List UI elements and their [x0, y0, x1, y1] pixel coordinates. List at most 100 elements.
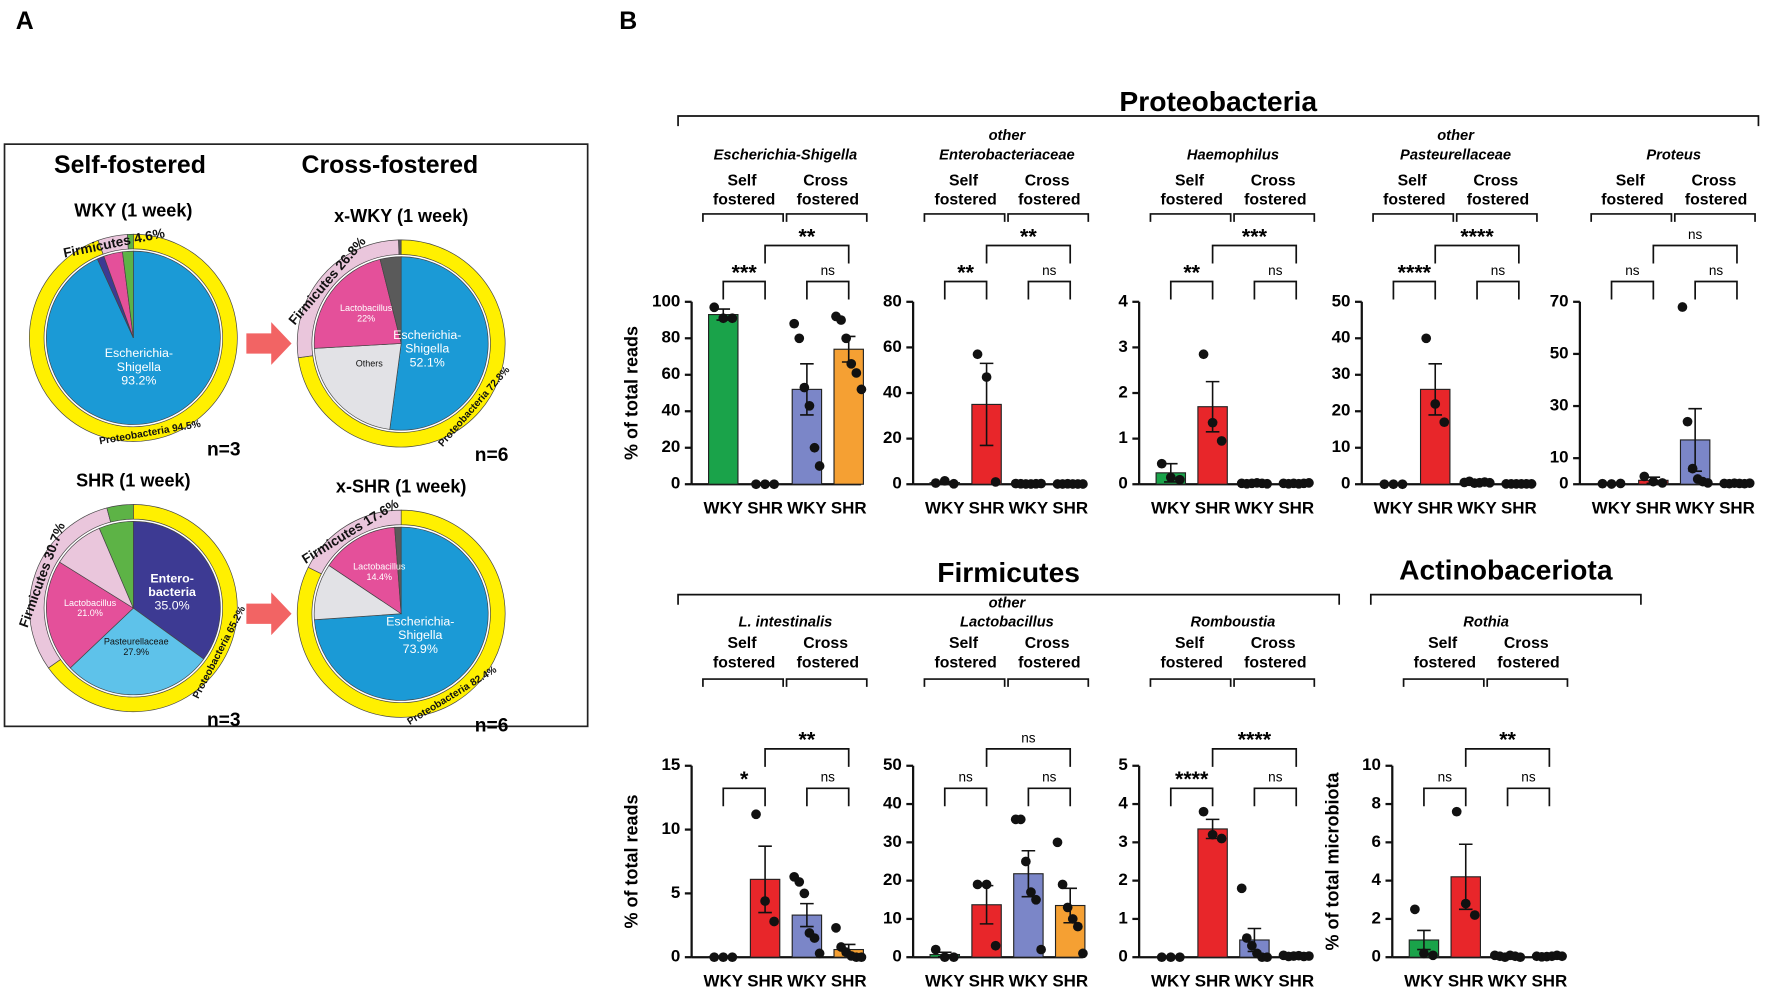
significance-label: **: [799, 224, 816, 248]
data-point: [1062, 902, 1073, 913]
data-point: [1156, 458, 1167, 469]
data-point: [809, 933, 820, 943]
x-tick-label: SHR: [1278, 498, 1314, 517]
significance-label: ns: [959, 770, 974, 785]
panel-a-frame: [3, 143, 589, 728]
group-bracket: [702, 678, 785, 687]
data-point: [814, 948, 825, 959]
data-point: [709, 302, 720, 313]
data-point: [1262, 952, 1272, 963]
pie-note: n=6: [475, 445, 509, 466]
slice-value: 73.9%: [403, 642, 438, 656]
data-point: [751, 809, 761, 820]
ring-segment: [398, 239, 402, 255]
slice-label: Lactobacillus: [340, 303, 393, 313]
y-tick-label: 3: [1118, 832, 1127, 851]
x-tick-label: SHR: [969, 971, 1005, 990]
group-label: Self fostered: [1414, 635, 1476, 671]
chart-title: Enterobacteriaceae: [939, 147, 1074, 163]
y-tick-label: 15: [661, 755, 680, 774]
y-tick-label: 10: [661, 819, 680, 838]
data-point: [1198, 349, 1209, 360]
group-bracket: [1149, 213, 1232, 222]
data-point: [1262, 478, 1272, 489]
data-point: [1057, 879, 1068, 890]
significance-label: ns: [1521, 770, 1536, 785]
x-tick-label: SHR: [1719, 498, 1755, 517]
y-tick-label: 4: [1372, 870, 1382, 889]
y-tick-label: 20: [883, 428, 902, 447]
chart-title: other: [989, 128, 1027, 144]
data-point: [1036, 944, 1046, 955]
ring-segment: [48, 504, 238, 713]
arrow: [246, 322, 292, 365]
significance-bracket: [1434, 244, 1520, 264]
data-point: [841, 333, 852, 344]
significance-bracket: [1253, 280, 1298, 300]
x-tick-label: WKY: [1235, 971, 1275, 990]
data-point: [1682, 416, 1693, 427]
significance-label: ns: [1688, 227, 1703, 242]
data-point: [831, 923, 841, 933]
x-tick-label: WKY: [1151, 498, 1191, 517]
data-point: [1515, 952, 1526, 963]
x-tick-label: WKY: [1374, 498, 1414, 517]
data-point: [1677, 302, 1688, 312]
significance-bracket: [722, 787, 766, 807]
y-tick-label: 60: [661, 364, 680, 383]
significance-bracket: [1253, 787, 1298, 807]
group-bracket: [1007, 213, 1090, 222]
significance-label: ns: [1021, 730, 1036, 745]
significance-bracket: [1027, 787, 1072, 807]
chart-title: Pasteurellaceae: [1400, 147, 1511, 163]
data-point: [990, 940, 1001, 951]
group-label: Self fostered: [713, 172, 775, 208]
data-point: [1703, 478, 1713, 488]
group-label: Cross fostered: [1244, 635, 1306, 671]
ring-segment: [297, 239, 506, 448]
data-point: [794, 333, 805, 344]
significance-label: ns: [1042, 770, 1057, 785]
y-tick-label: 0: [671, 947, 680, 966]
y-tick-label: 30: [883, 832, 902, 851]
significance-bracket: [985, 244, 1072, 264]
data-point: [1207, 417, 1218, 428]
data-point: [1052, 837, 1063, 848]
significance-bracket: [1476, 280, 1520, 300]
data-point: [718, 313, 729, 324]
data-point: [948, 478, 959, 489]
significance-bracket: [1027, 280, 1072, 300]
significance-bracket: [1423, 787, 1467, 807]
y-tick-label: 40: [883, 794, 902, 813]
data-point: [1036, 478, 1046, 489]
significance-bracket: [985, 748, 1072, 767]
significance-label: ns: [821, 263, 836, 278]
significance-label: ns: [1491, 263, 1506, 278]
data-point: [1165, 472, 1176, 483]
y-tick-label: 80: [883, 291, 902, 310]
header-bracket: [677, 115, 1760, 127]
y-tick-label: 50: [1550, 343, 1569, 362]
significance-label: ns: [1042, 263, 1057, 278]
x-tick-label: WKY: [1235, 498, 1275, 517]
data-point: [1174, 474, 1185, 485]
data-point: [1072, 921, 1083, 932]
group-label: Self fostered: [1161, 172, 1223, 208]
slice-label: Escherichia-Shigella: [386, 615, 454, 642]
group-bracket: [923, 213, 1006, 222]
data-point: [1615, 478, 1626, 489]
group-header: Actinobaceriota: [1399, 554, 1613, 586]
data-point: [814, 461, 825, 471]
x-tick-label: SHR: [747, 498, 783, 517]
error-bar: [1458, 843, 1473, 911]
significance-bracket: [1652, 244, 1738, 264]
data-point: [769, 479, 779, 490]
data-point: [1526, 479, 1537, 489]
group-label: Self fostered: [1601, 172, 1663, 208]
x-tick-label: WKY: [1009, 971, 1049, 990]
data-point: [846, 358, 857, 369]
data-point: [948, 952, 959, 963]
group-bracket: [923, 678, 1006, 687]
group-label: Self fostered: [934, 172, 996, 208]
significance-label: ****: [1175, 767, 1209, 791]
